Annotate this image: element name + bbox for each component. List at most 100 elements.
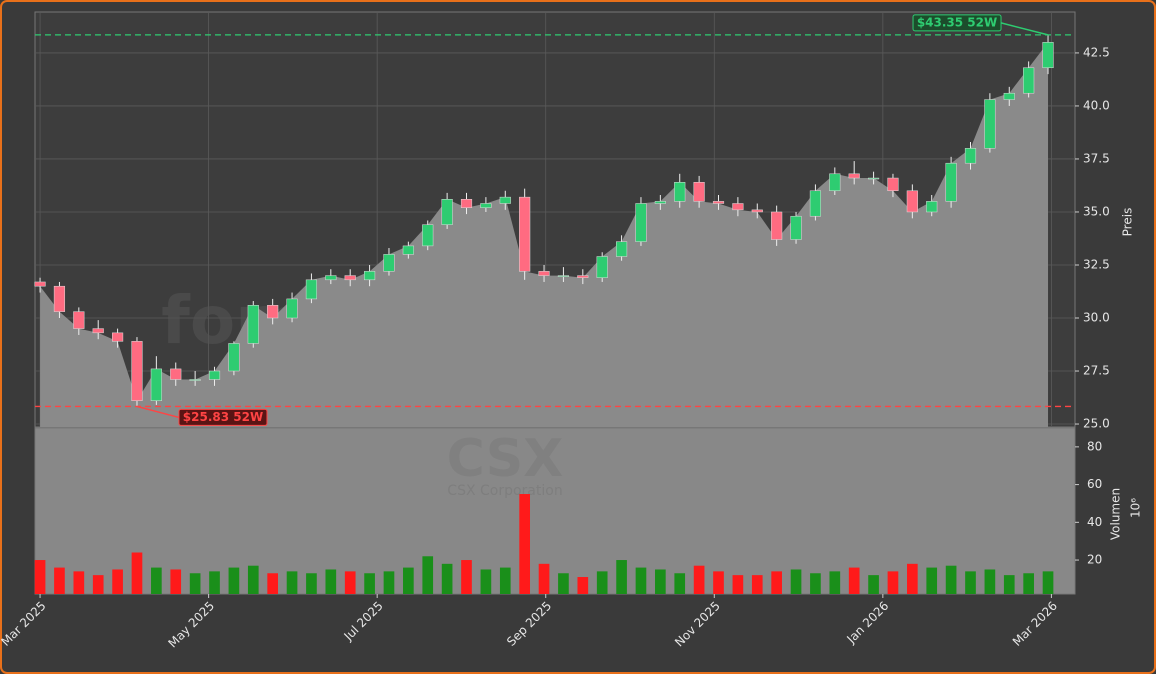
candle-body — [460, 198, 473, 208]
candle-body — [964, 148, 977, 164]
candle-body — [984, 99, 996, 149]
volume-bar — [616, 560, 627, 594]
y2-axis-label: Volumen — [1109, 488, 1123, 540]
candle-body — [635, 203, 647, 242]
candle-body — [1042, 42, 1054, 69]
symbol-watermark: CSX — [447, 429, 564, 489]
candle-body — [751, 209, 763, 213]
annotation-label: $43.35 52W — [917, 15, 997, 29]
candle-body — [829, 173, 841, 192]
candle-body — [596, 256, 608, 278]
annotation-box — [178, 408, 268, 426]
volume-bar — [131, 552, 143, 594]
candle-body — [693, 182, 705, 202]
y-tick-label: 35.0 — [1083, 204, 1110, 218]
candle-body — [732, 203, 744, 211]
volume-bar — [306, 573, 317, 594]
volume-bar — [441, 563, 453, 594]
candle-body — [538, 271, 550, 276]
volume-bar — [751, 575, 763, 594]
volume-bar — [383, 571, 395, 594]
candle-body — [441, 198, 453, 225]
candle-body — [228, 343, 240, 372]
candle-body — [615, 241, 628, 257]
candle-body — [189, 379, 201, 381]
volume-bar — [1023, 573, 1034, 594]
candle-body — [34, 281, 46, 287]
candle-body — [1003, 92, 1015, 100]
volume-bar — [325, 569, 337, 594]
close-area — [40, 42, 1049, 428]
annotation-arrow — [1000, 22, 1049, 36]
volume-bar — [519, 494, 530, 594]
y2-tick-label: 60 — [1087, 477, 1102, 491]
candle-body — [926, 201, 938, 213]
volume-panel — [34, 427, 1076, 595]
candle-body — [344, 275, 356, 281]
volume-bar — [713, 571, 724, 594]
candle-body — [267, 305, 279, 319]
annotation-box — [912, 14, 1002, 32]
candle-body — [150, 368, 162, 401]
volume-bar — [907, 563, 918, 594]
y-tick-label: 27.5 — [1083, 364, 1110, 378]
candle-body — [364, 271, 376, 281]
volume-bar — [209, 571, 220, 594]
annotation-arrow — [136, 405, 180, 419]
volume-bar — [887, 571, 899, 594]
volume-bar — [635, 567, 647, 594]
candle-body — [73, 311, 85, 329]
volume-bar — [577, 577, 589, 594]
volume-bar — [848, 567, 860, 594]
volume-bar — [596, 571, 608, 594]
candle-body — [674, 182, 686, 202]
volume-bar — [54, 567, 65, 594]
volume-bar — [984, 569, 996, 594]
volume-bar — [189, 573, 201, 594]
volume-bar — [558, 573, 569, 594]
volume-bar — [364, 573, 375, 594]
candle-body — [712, 201, 725, 204]
candle-body — [131, 341, 143, 401]
candle-body — [906, 190, 918, 213]
y-tick-label: 32.5 — [1083, 257, 1110, 271]
volume-bar — [267, 573, 278, 594]
company-watermark: CSX Corporation — [447, 483, 562, 499]
y-tick-label: 40.0 — [1083, 98, 1110, 112]
candle-body — [848, 173, 860, 179]
volume-bar — [228, 567, 240, 594]
y-tick-label: 37.5 — [1083, 151, 1110, 165]
candle-body — [790, 215, 802, 240]
volume-bar — [693, 565, 705, 594]
candle-body — [577, 275, 589, 278]
candle-body — [887, 177, 899, 192]
y-tick-label: 25.0 — [1083, 417, 1110, 431]
volume-bar — [810, 573, 821, 594]
candle-body — [422, 224, 434, 247]
candle-body — [771, 211, 783, 240]
candle-body — [480, 203, 492, 208]
y2-tick-label: 80 — [1087, 439, 1102, 453]
candle-body — [208, 370, 221, 380]
volume-bar — [790, 569, 802, 594]
candle-body — [305, 279, 318, 300]
y2-tick-label: 20 — [1087, 553, 1102, 567]
volume-bar — [480, 569, 492, 594]
candle-body — [402, 245, 414, 255]
annotation-label: $25.83 52W — [183, 410, 263, 424]
volume-bar — [461, 560, 472, 594]
volume-bar — [170, 569, 182, 594]
volume-bar — [1042, 571, 1054, 594]
volume-bar — [868, 575, 879, 594]
volume-bar — [771, 571, 782, 594]
volume-bar — [732, 575, 744, 594]
volume-bar — [344, 571, 356, 594]
volume-bar — [403, 567, 414, 594]
candle-body — [1023, 67, 1035, 94]
volume-bar — [499, 567, 511, 594]
volume-bar — [1003, 575, 1015, 594]
volume-bar — [247, 565, 259, 594]
candle-body — [286, 298, 298, 319]
volume-bar — [674, 573, 686, 594]
